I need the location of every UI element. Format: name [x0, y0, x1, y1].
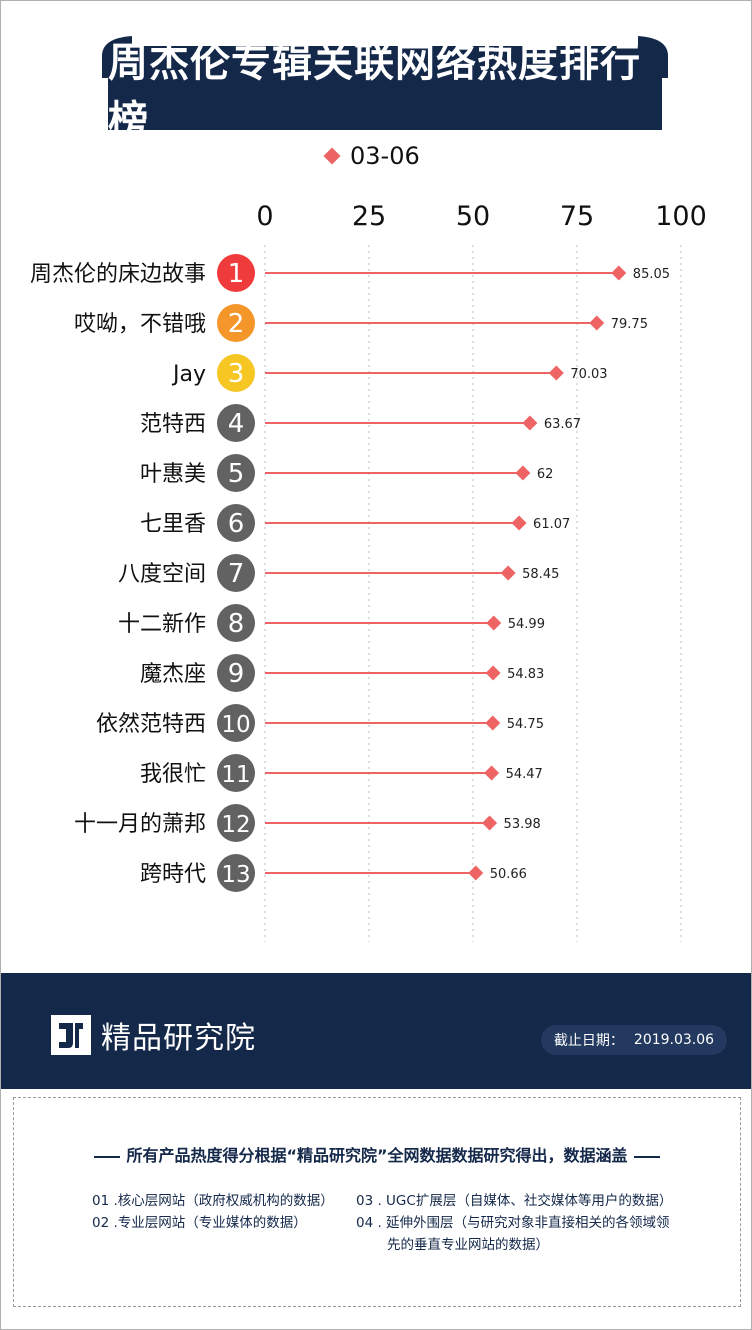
- value-marker: [500, 565, 516, 581]
- rank-number: 10: [221, 712, 250, 738]
- category-label: 我很忙: [140, 762, 206, 787]
- x-tick-label: 0: [256, 201, 273, 232]
- value-marker: [482, 815, 498, 831]
- headline-dash-right: [633, 1155, 660, 1158]
- rank-number: 11: [221, 762, 250, 788]
- rank-number: 13: [221, 862, 250, 888]
- x-tick-label: 50: [456, 201, 490, 232]
- category-label: 八度空间: [118, 562, 206, 587]
- rank-badge: [217, 254, 255, 292]
- cutoff-date-label: 截止日期：: [553, 1033, 624, 1049]
- data-label: 58.45: [522, 567, 559, 582]
- rank-number: 4: [228, 409, 245, 439]
- footer-bar: 精品研究院 截止日期： 2019.03.06: [1, 973, 751, 1089]
- category-label: 周杰伦的床边故事: [30, 262, 206, 287]
- data-label: 50.66: [490, 867, 527, 882]
- headline-dash-left: [94, 1155, 121, 1158]
- x-tick-label: 75: [560, 201, 594, 232]
- rank-number: 8: [228, 609, 245, 639]
- notes-box: 所有产品热度得分根据“精品研究院”全网数据数据研究得出，数据涵盖 01 .核心层…: [13, 1097, 741, 1307]
- rank-badge: [217, 404, 255, 442]
- rank-number: 6: [228, 509, 245, 539]
- notes-headline: 所有产品热度得分根据“精品研究院”全网数据数据研究得出，数据涵盖: [14, 1142, 740, 1166]
- value-marker: [522, 415, 538, 431]
- chart-legend: 03-06: [323, 142, 420, 170]
- category-label: 十二新作: [118, 612, 206, 637]
- rank-number: 5: [228, 459, 245, 489]
- rank-number: 3: [228, 359, 245, 389]
- rank-badge: [217, 654, 255, 692]
- note-item-4: 04 . 延伸外围层（与研究对象非直接相关的各领域领: [356, 1215, 670, 1231]
- value-marker: [515, 465, 531, 481]
- data-label: 54.75: [507, 717, 544, 732]
- rank-number: 7: [228, 559, 245, 589]
- title-box: 周杰伦专辑关联网络热度排行榜: [108, 40, 662, 144]
- value-marker: [485, 665, 501, 681]
- data-label: 63.67: [544, 417, 581, 432]
- data-label: 53.98: [504, 817, 541, 832]
- data-label: 54.99: [508, 617, 545, 632]
- legend-label: 03-06: [350, 142, 420, 170]
- category-label: 哎呦，不错哦: [74, 312, 206, 337]
- note-item-1: 01 .核心层网站（政府权威机构的数据）: [92, 1193, 334, 1209]
- data-label: 70.03: [570, 367, 607, 382]
- note-item-2: 02 .专业层网站（专业媒体的数据）: [92, 1215, 307, 1231]
- rank-badge: [217, 304, 255, 342]
- brand-name: 精品研究院: [101, 1021, 256, 1056]
- value-marker: [484, 765, 500, 781]
- category-label: 跨時代: [140, 862, 206, 887]
- category-label: 依然范特西: [96, 712, 206, 737]
- cutoff-date-badge: 截止日期： 2019.03.06: [541, 1025, 727, 1055]
- rank-number: 9: [228, 659, 245, 689]
- data-label: 62: [537, 467, 554, 482]
- rank-badge: [217, 554, 255, 592]
- rank-number: 12: [221, 812, 250, 838]
- rank-badge: [217, 704, 255, 742]
- page-title: 周杰伦专辑关联网络热度排行榜: [108, 40, 641, 144]
- rank-badge: [217, 754, 255, 792]
- brand-logo-icon: [51, 1015, 91, 1055]
- value-marker: [468, 865, 484, 881]
- rank-badge: [217, 354, 255, 392]
- legend-diamond-icon: [323, 147, 341, 165]
- category-label: 魔杰座: [140, 662, 206, 687]
- note-item-3: 03 . UGC扩展层（自媒体、社交媒体等用户的数据）: [356, 1193, 673, 1209]
- title-banner: 周杰伦专辑关联网络热度排行榜: [100, 34, 670, 144]
- rank-number: 2: [228, 309, 245, 339]
- rank-badge: [217, 804, 255, 842]
- rank-badge: [217, 604, 255, 642]
- category-label: Jay: [171, 362, 206, 387]
- data-label: 79.75: [611, 317, 648, 332]
- value-marker: [589, 315, 605, 331]
- value-marker: [486, 615, 502, 631]
- category-label: 七里香: [140, 512, 206, 537]
- brand: 精品研究院: [51, 1013, 256, 1057]
- rank-badge: [217, 854, 255, 892]
- rank-badge: [217, 504, 255, 542]
- x-tick-label: 100: [655, 201, 707, 232]
- rank-badge: [217, 454, 255, 492]
- value-marker: [548, 365, 564, 381]
- value-marker: [511, 515, 527, 531]
- data-label: 61.07: [533, 517, 570, 532]
- data-label: 54.47: [506, 767, 543, 782]
- rank-number: 1: [228, 259, 245, 289]
- value-marker: [485, 715, 501, 731]
- category-label: 十一月的萧邦: [74, 812, 206, 837]
- note-item-4-cont: 先的垂直专业网站的数据）: [387, 1237, 549, 1253]
- category-label: 范特西: [140, 412, 206, 437]
- data-label: 85.05: [633, 267, 670, 282]
- cutoff-date-value: 2019.03.06: [633, 1032, 715, 1048]
- category-label: 叶惠美: [140, 462, 206, 487]
- x-tick-label: 25: [352, 201, 386, 232]
- value-marker: [611, 265, 627, 281]
- data-label: 54.83: [507, 667, 544, 682]
- notes-headline-text: 所有产品热度得分根据“精品研究院”全网数据数据研究得出，数据涵盖: [126, 1146, 628, 1165]
